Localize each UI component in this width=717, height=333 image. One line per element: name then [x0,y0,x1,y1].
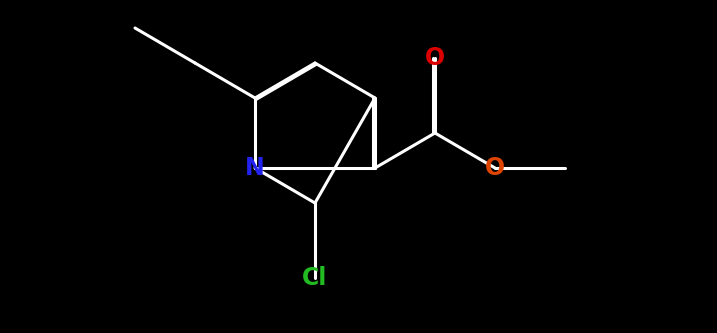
Text: Cl: Cl [303,266,328,290]
Text: N: N [245,156,265,180]
Text: O: O [485,156,505,180]
Text: O: O [425,46,445,70]
